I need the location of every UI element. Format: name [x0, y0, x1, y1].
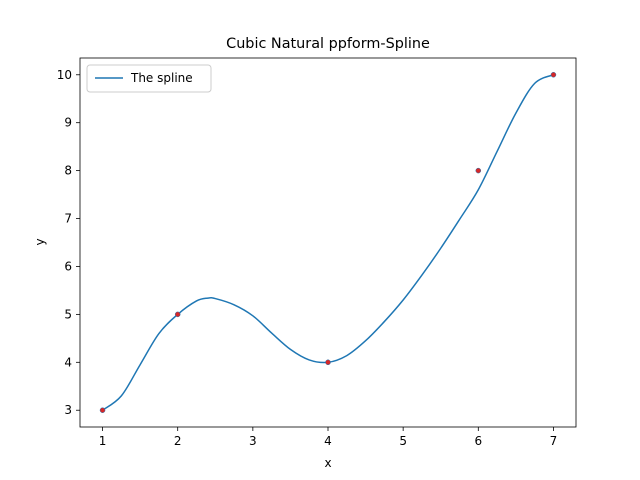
y-tick-label: 8 [64, 164, 72, 178]
x-axis-title: x [324, 456, 331, 470]
chart-title: Cubic Natural ppform-Spline [226, 36, 430, 52]
y-axis-title: y [33, 238, 47, 245]
x-tick-label: 5 [399, 434, 407, 448]
plot-area [99, 72, 557, 413]
y-tick-label: 4 [64, 355, 72, 369]
x-tick-label: 1 [99, 434, 107, 448]
y-tick-label: 10 [57, 68, 72, 82]
data-point [99, 407, 106, 413]
data-point [475, 167, 482, 174]
x-tick-label: 7 [550, 434, 558, 448]
x-tick-label: 2 [174, 434, 182, 448]
data-point [174, 311, 181, 318]
axis-ticks: 1 2 3 4 5 6 7 3 4 5 6 7 8 9 10 [57, 68, 558, 448]
y-tick-label: 5 [64, 307, 72, 321]
data-point [550, 72, 557, 78]
y-tick-label: 7 [64, 212, 72, 226]
legend-box [86, 64, 212, 93]
x-tick-label: 6 [474, 434, 482, 448]
legend-label-the-spline: The spline [130, 71, 193, 85]
data-point [325, 359, 331, 366]
y-tick-label: 3 [64, 403, 72, 417]
x-tick-label: 4 [324, 434, 332, 448]
y-tick-label: 9 [64, 116, 72, 130]
x-tick-label: 3 [249, 434, 257, 448]
legend: The spline [86, 64, 212, 93]
y-tick-label: 6 [64, 259, 72, 273]
